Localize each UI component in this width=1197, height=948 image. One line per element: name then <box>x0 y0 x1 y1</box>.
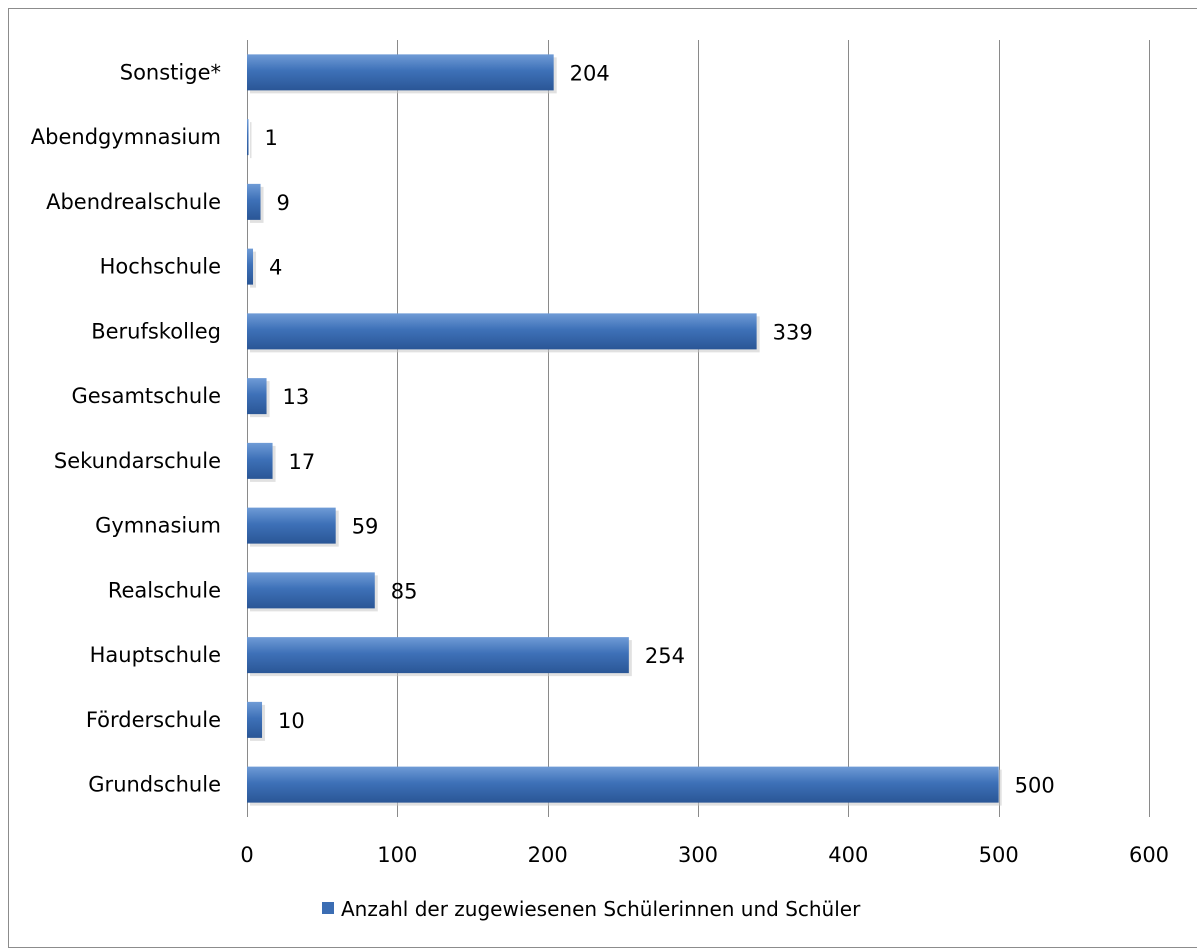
bar-sekundarschule <box>247 442 273 479</box>
bar-gymnasium <box>247 507 336 544</box>
data-label: 85 <box>391 579 418 603</box>
x-tick-label: 300 <box>678 843 718 867</box>
category-label: Förderschule <box>86 708 221 732</box>
legend: Anzahl der zugewiesenen Schülerinnen und… <box>322 897 861 921</box>
data-label: 17 <box>289 450 316 474</box>
bar-gesamtschule <box>247 378 267 415</box>
category-label: Grundschule <box>88 773 221 797</box>
bar-berufskolleg <box>247 313 757 350</box>
grid-lines <box>247 40 1150 817</box>
category-label: Gymnasium <box>95 514 221 538</box>
x-tick-label: 0 <box>240 843 253 867</box>
data-label: 9 <box>277 191 290 215</box>
category-label: Sonstige* <box>120 60 221 84</box>
x-tick-label: 400 <box>828 843 868 867</box>
category-label: Gesamtschule <box>71 384 221 408</box>
labels: 0 100 200 300 400 500 600 Sonstige* 204 Abendgymn… <box>31 60 1169 867</box>
bar-shadow <box>250 122 252 159</box>
category-label: Berufskolleg <box>91 319 221 343</box>
bar-realschule <box>247 572 375 609</box>
bar-grundschule <box>247 766 999 803</box>
x-tick-label: 600 <box>1129 843 1169 867</box>
category-label: Hauptschule <box>90 643 221 667</box>
data-label: 204 <box>570 61 610 85</box>
category-label: Abendrealschule <box>46 190 221 214</box>
bar-abendrealschule <box>247 183 261 220</box>
bar-abendgymnasium <box>247 119 249 156</box>
x-tick-label: 500 <box>979 843 1019 867</box>
data-label: 254 <box>645 644 685 668</box>
legend-label: Anzahl der zugewiesenen Schülerinnen und… <box>341 897 861 921</box>
category-label: Abendgymnasium <box>31 125 221 149</box>
x-tick-label: 100 <box>377 843 417 867</box>
data-label: 339 <box>773 320 813 344</box>
category-label: Sekundarschule <box>54 449 221 473</box>
category-label: Realschule <box>108 578 221 602</box>
bars <box>247 54 1002 806</box>
x-tick-label: 200 <box>528 843 568 867</box>
data-label: 59 <box>352 515 379 539</box>
data-label: 10 <box>278 709 305 733</box>
data-label: 4 <box>269 256 282 280</box>
category-label: Hochschule <box>100 255 221 279</box>
bar-sonstige <box>247 54 554 91</box>
data-label: 13 <box>283 385 310 409</box>
bar-hochschule <box>247 248 254 285</box>
data-label: 500 <box>1015 774 1055 798</box>
data-label: 1 <box>265 126 278 150</box>
bar-hauptschule <box>247 637 629 674</box>
legend-swatch <box>322 902 334 914</box>
bar-förderschule <box>247 701 263 738</box>
